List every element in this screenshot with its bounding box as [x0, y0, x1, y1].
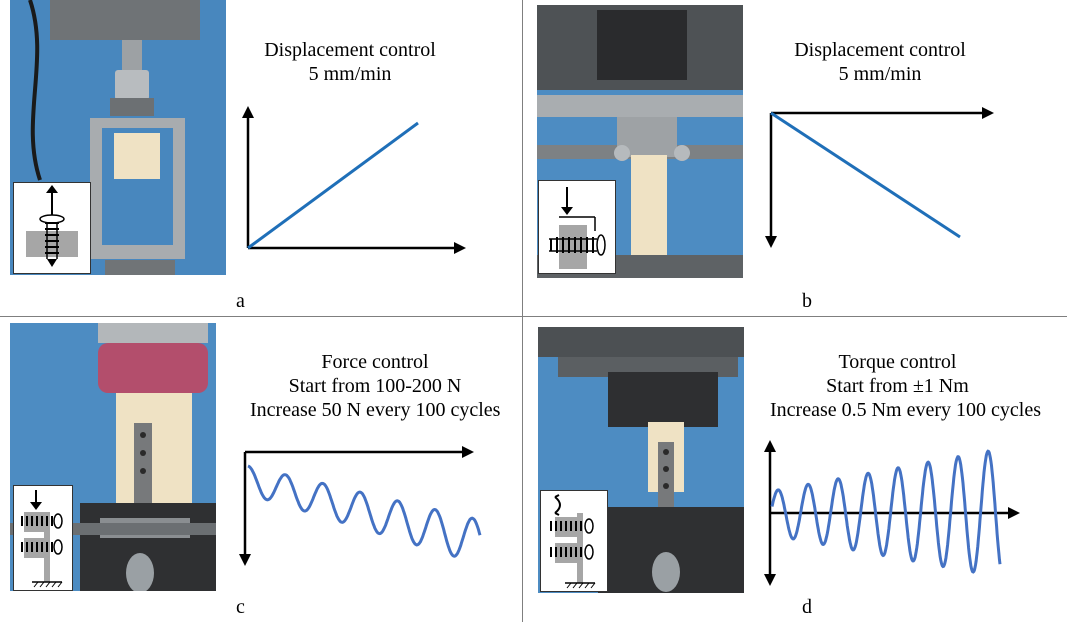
panel-a-caption-line2: 5 mm/min	[308, 63, 392, 85]
horizontal-divider	[0, 316, 1067, 317]
cyclic-torsion-screw-icon	[550, 494, 596, 589]
panel-a-caption: Displacement control 5 mm/min	[250, 38, 450, 86]
panel-a-schematic-inset	[13, 182, 91, 274]
panel-c-caption: Force control Start from 100-200 N Incre…	[250, 350, 500, 422]
panel-b-schematic-inset	[538, 180, 616, 274]
vertical-divider	[522, 0, 523, 622]
panel-d-caption-line2: Start from ±1 Nm	[826, 375, 969, 397]
panel-c-caption-line2: Start from 100-200 N	[288, 375, 462, 397]
panel-d-caption-line1: Torque control	[838, 351, 957, 373]
panel-d-label: d	[802, 596, 812, 618]
panel-c-caption-line1: Force control	[321, 351, 429, 373]
panel-c-wave	[247, 464, 482, 558]
panel-b-label: b	[802, 290, 812, 312]
panel-a-ramp-line	[247, 121, 419, 250]
bending-screw-icon	[549, 187, 606, 269]
panel-a-caption-line1: Displacement control	[264, 39, 436, 61]
panel-c-label: c	[236, 596, 245, 618]
panel-b-caption-line1: Displacement control	[794, 39, 966, 61]
panel-c-schematic-inset	[13, 485, 73, 591]
panel-b-caption-line2: 5 mm/min	[838, 63, 922, 85]
panel-b-caption: Displacement control 5 mm/min	[780, 38, 980, 86]
panel-d-photo-art	[538, 327, 744, 593]
panel-d-schematic-inset	[540, 490, 608, 592]
cyclic-axial-screw-icon	[21, 490, 63, 588]
panel-d-caption-line3: Increase 0.5 Nm every 100 cycles	[770, 399, 1041, 421]
panel-d-caption: Torque control Start from ±1 Nm Increase…	[770, 350, 1041, 422]
panel-d-photo	[538, 327, 744, 593]
panel-c-caption-line3: Increase 50 N every 100 cycles	[250, 399, 501, 421]
panel-b-ramp-line	[770, 111, 961, 239]
pullout-screw-icon	[26, 185, 78, 267]
panel-a-label: a	[236, 290, 245, 312]
panel-d-wave	[770, 449, 1002, 574]
